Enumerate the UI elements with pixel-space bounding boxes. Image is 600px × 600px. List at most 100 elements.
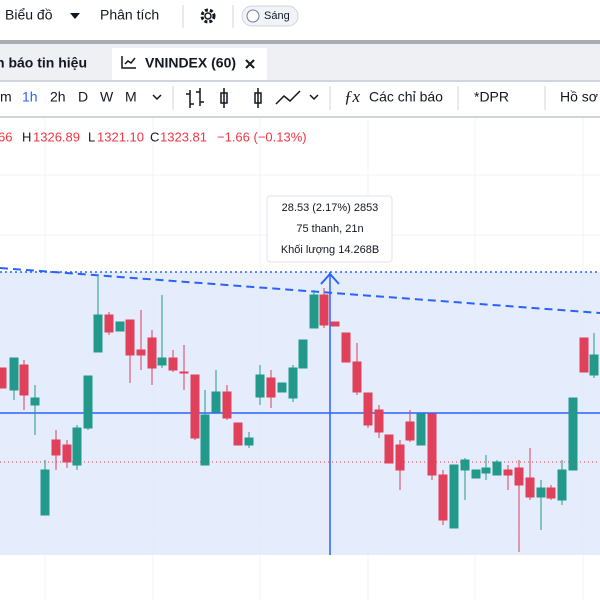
candle (374, 405, 384, 438)
candle (492, 460, 502, 476)
candle (30, 385, 40, 435)
candle (62, 440, 72, 468)
tab-active[interactable]: VNINDEX (60) (145, 55, 236, 71)
candle (83, 375, 93, 430)
interval[interactable]: M (125, 89, 137, 105)
candle (568, 397, 578, 471)
candle (0, 367, 7, 389)
tooltip-line: Khối lượng 14.268B (281, 244, 379, 256)
candle (514, 460, 524, 552)
toggle-knob (246, 9, 260, 23)
candle (427, 413, 437, 480)
profile-button[interactable]: Hồ sơ (560, 89, 598, 105)
candle (384, 434, 394, 464)
candle (405, 410, 415, 442)
ohlc-open: 66 (0, 129, 12, 144)
interval[interactable]: D (78, 89, 88, 105)
candle (536, 480, 546, 530)
interval[interactable]: m (0, 89, 12, 105)
divider (0, 116, 600, 118)
tooltip (266, 195, 393, 263)
candle (125, 319, 135, 383)
tooltip-line: 75 thanh, 21n (296, 223, 363, 235)
chart-icon (121, 56, 136, 69)
candle (471, 469, 481, 479)
ohlc-label: H (22, 129, 31, 144)
fx-icon[interactable]: ƒx (344, 87, 361, 106)
candle (330, 321, 340, 327)
arrow-head (320, 272, 340, 285)
chevron[interactable] (152, 94, 162, 101)
interval[interactable]: W (100, 89, 114, 105)
top-bar (0, 0, 600, 40)
candle (481, 455, 491, 480)
candle (449, 464, 459, 529)
candle (277, 382, 287, 393)
dropdown-icon[interactable] (70, 13, 80, 19)
candle-icon[interactable] (220, 88, 262, 108)
candle (460, 458, 470, 500)
settings-icon[interactable] (200, 8, 216, 24)
candle (104, 312, 114, 335)
candle (157, 295, 167, 368)
candle (546, 485, 556, 500)
candle (222, 385, 232, 420)
bars-icon[interactable] (186, 88, 204, 108)
candle (115, 321, 125, 332)
candle (200, 390, 210, 466)
candle (525, 448, 535, 500)
ohlc-high: 1326.89 (33, 129, 80, 144)
active-tab[interactable] (112, 48, 267, 80)
candle (288, 365, 298, 402)
candle (298, 339, 308, 369)
candle (19, 360, 29, 410)
candle (51, 430, 61, 470)
trend-line (0, 267, 600, 314)
divider (0, 40, 600, 44)
candle (179, 345, 189, 390)
candle (233, 422, 243, 446)
interval[interactable]: 2h (50, 89, 66, 105)
candle (40, 460, 50, 516)
ohlc-label: L (88, 129, 95, 144)
tooltip-line: 28.53 (2.17%) 2853 (282, 202, 379, 214)
candle (579, 337, 589, 373)
tab-bar (0, 44, 600, 80)
candle (309, 290, 319, 329)
indicators-button[interactable]: Các chỉ báo (369, 89, 443, 105)
candle (93, 275, 103, 353)
candle (589, 333, 599, 378)
ohlc-label: C (150, 129, 159, 144)
line-icon[interactable] (275, 90, 301, 105)
ohlc-close: 1323.81 (160, 129, 207, 144)
candle (341, 332, 351, 363)
candles-down (0, 288, 589, 552)
chevron[interactable] (309, 94, 319, 101)
candle (168, 350, 178, 372)
interval[interactable]: 1h (22, 89, 38, 105)
gear-teeth (200, 8, 216, 24)
candle (190, 374, 200, 440)
candle (72, 425, 82, 470)
candles-up (9, 275, 599, 530)
menu-analysis[interactable]: Phân tích (100, 7, 159, 23)
menu-chart[interactable]: Biểu đồ (5, 7, 53, 23)
candle (136, 310, 146, 370)
candle (244, 432, 254, 448)
theme-label: Sáng (264, 10, 290, 22)
candle (395, 440, 405, 490)
candle (363, 392, 373, 428)
tab[interactable]: h báo tin hiệu (0, 55, 87, 71)
gear-center (204, 12, 212, 20)
candle (255, 365, 265, 405)
candle (9, 357, 19, 400)
candle (211, 370, 221, 413)
close-icon[interactable] (245, 59, 255, 69)
divider (0, 80, 600, 82)
ohlc-change: −1.66 (−0.13%) (217, 129, 307, 144)
dpr-button[interactable]: *DPR (474, 89, 509, 105)
candle (503, 465, 513, 490)
